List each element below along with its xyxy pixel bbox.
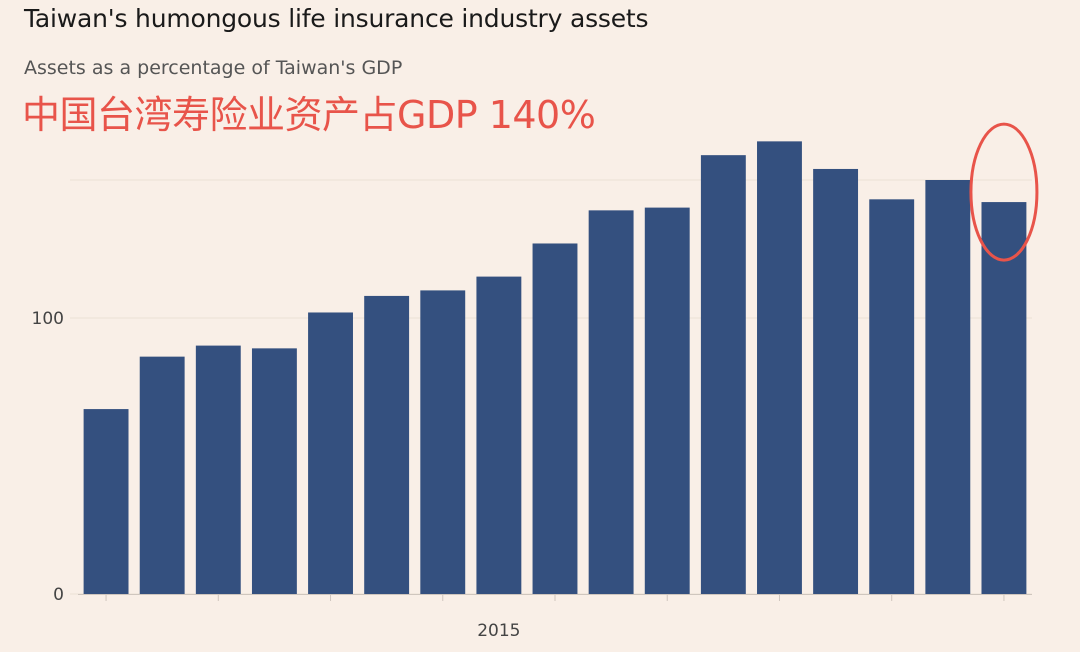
chart-title: Taiwan's humongous life insurance indust… — [24, 4, 649, 33]
bar-2024 — [981, 202, 1027, 594]
bar-2012 — [308, 312, 353, 594]
bar-2008 — [83, 409, 129, 594]
bar-2019 — [700, 155, 746, 594]
bar-2018 — [644, 207, 690, 594]
bar-2015 — [476, 276, 522, 594]
axes: 0 100 2015 — [32, 309, 1032, 641]
bar-2010 — [195, 345, 241, 594]
bar-2014 — [420, 290, 466, 594]
bar-2009 — [139, 356, 185, 594]
highlight-layer — [969, 122, 1039, 262]
chart-annotation: 中国台湾寿险业资产占GDP 140% — [22, 93, 596, 137]
bars — [83, 141, 1027, 595]
bar-2016 — [532, 243, 578, 595]
y-tick-label: 100 — [32, 309, 64, 329]
bar-2021 — [813, 168, 859, 594]
chart-subtitle: Assets as a percentage of Taiwan's GDP — [24, 57, 403, 79]
bar-2013 — [364, 295, 410, 594]
bar-2022 — [869, 199, 915, 594]
bar-2020 — [757, 141, 802, 595]
x-tick-label: 2015 — [477, 621, 520, 641]
bar-2011 — [251, 348, 297, 594]
bar-2023 — [925, 180, 971, 594]
highlight-circle — [969, 122, 1039, 262]
bar-2017 — [588, 210, 634, 595]
y-tick-label: 0 — [53, 585, 64, 605]
